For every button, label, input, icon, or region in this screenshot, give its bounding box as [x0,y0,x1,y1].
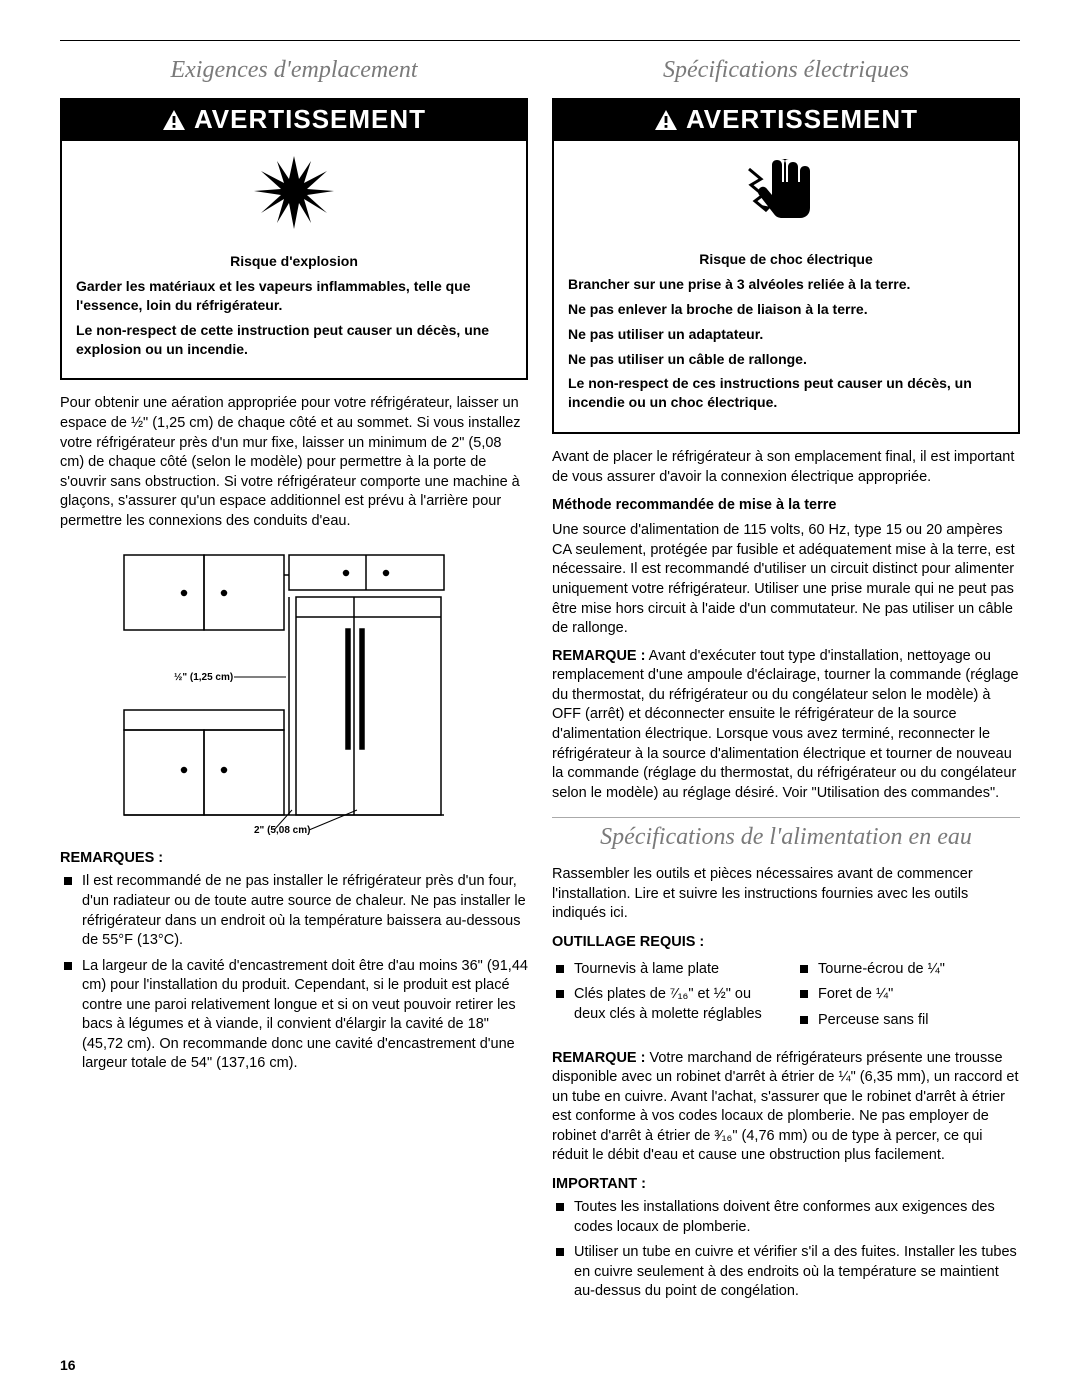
installation-diagram: ½" (1,25 cm) 2" (5,08 cm) [60,545,528,840]
warning-body-shock: Risque de choc électrique Brancher sur u… [554,238,1018,432]
two-column-layout: Exigences d'emplacement AVERTISSEMENT [60,51,1020,1308]
warning-title: Risque de choc électrique [568,250,1004,269]
tools-columns: Tournevis à lame plate Clés plates de ⁷⁄… [552,950,1020,1041]
remarque-body: Avant d'exécuter tout type d'installatio… [552,648,1019,801]
list-item: Foret de ¼" [796,985,1020,1005]
warning-line: Le non-respect de cette instruction peut… [76,321,512,359]
list-item: Tourne-écrou de ¼" [796,960,1020,980]
list-item: Il est recommandé de ne pas installer le… [60,872,528,950]
important-heading: IMPORTANT : [552,1176,1020,1192]
shock-hand-icon [554,141,1018,238]
warning-label: AVERTISSEMENT [194,104,426,135]
warning-line: Garder les matériaux et les vapeurs infl… [76,277,512,315]
remarque-body: Votre marchand de réfrigérateurs présent… [552,1050,1019,1164]
remarque-label: REMARQUE : [552,648,645,664]
list-item: La largeur de la cavité d'encastrement d… [60,957,528,1074]
warning-triangle-icon [654,109,678,131]
warning-box-explosion: AVERTISSEMENT Risque d'explosion Garder … [60,98,528,380]
section-title-electrical: Spécifications électriques [552,57,1020,84]
grounding-body: Une source d'alimentation de 115 volts, … [552,521,1020,638]
explosion-icon [62,141,526,240]
section-title-location: Exigences d'emplacement [60,57,528,84]
section-divider [552,817,1020,818]
tools-list-right: Tourne-écrou de ¼" Foret de ¼" Perceuse … [796,954,1020,1037]
water-intro: Rassembler les outils et pièces nécessai… [552,865,1020,924]
diagram-label-top: ½" (1,25 cm) [174,672,233,683]
page-number: 16 [60,1357,76,1373]
warning-header: AVERTISSEMENT [62,100,526,141]
right-column: Spécifications électriques AVERTISSEMENT [552,51,1020,1308]
location-intro: Pour obtenir une aération appropriée pou… [60,394,528,531]
top-rule [60,40,1020,41]
section-title-water: Spécifications de l'alimentation en eau [552,824,1020,851]
list-item: Tournevis à lame plate [552,960,776,980]
elec-remarque: REMARQUE : Avant d'exécuter tout type d'… [552,647,1020,804]
warning-line: Ne pas utiliser un adaptateur. [568,325,1004,344]
warning-line: Ne pas utiliser un câble de rallonge. [568,350,1004,369]
remarque-label: REMARQUE : [552,1050,645,1066]
grounding-heading: Méthode recommandée de mise à la terre [552,497,1020,513]
remarques-heading: REMARQUES : [60,850,528,866]
warning-line: Brancher sur une prise à 3 alvéoles reli… [568,275,1004,294]
warning-header: AVERTISSEMENT [554,100,1018,141]
remarques-list: Il est recommandé de ne pas installer le… [60,872,528,1074]
warning-title: Risque d'explosion [76,252,512,271]
list-item: Utiliser un tube en cuivre et vérifier s… [552,1243,1020,1302]
tools-heading: OUTILLAGE REQUIS : [552,934,1020,950]
list-item: Toutes les installations doivent être co… [552,1198,1020,1237]
list-item: Clés plates de ⁷⁄₁₆" et ½" ou deux clés … [552,985,776,1024]
water-remarque: REMARQUE : Votre marchand de réfrigérate… [552,1049,1020,1166]
warning-body-explosion: Risque d'explosion Garder les matériaux … [62,240,526,378]
warning-line: Ne pas enlever la broche de liaison à la… [568,300,1004,319]
manual-page: Exigences d'emplacement AVERTISSEMENT [0,0,1080,1397]
diagram-label-bottom: 2" (5,08 cm) [254,825,310,835]
warning-triangle-icon [162,109,186,131]
warning-box-shock: AVERTISSEMENT Risque de choc électrique … [552,98,1020,434]
warning-line: Le non-respect de ces instructions peut … [568,374,1004,412]
warning-label: AVERTISSEMENT [686,104,918,135]
left-column: Exigences d'emplacement AVERTISSEMENT [60,51,528,1308]
tools-list-left: Tournevis à lame plate Clés plates de ⁷⁄… [552,954,776,1037]
list-item: Perceuse sans fil [796,1011,1020,1031]
important-list: Toutes les installations doivent être co… [552,1198,1020,1302]
elec-intro: Avant de placer le réfrigérateur à son e… [552,448,1020,487]
